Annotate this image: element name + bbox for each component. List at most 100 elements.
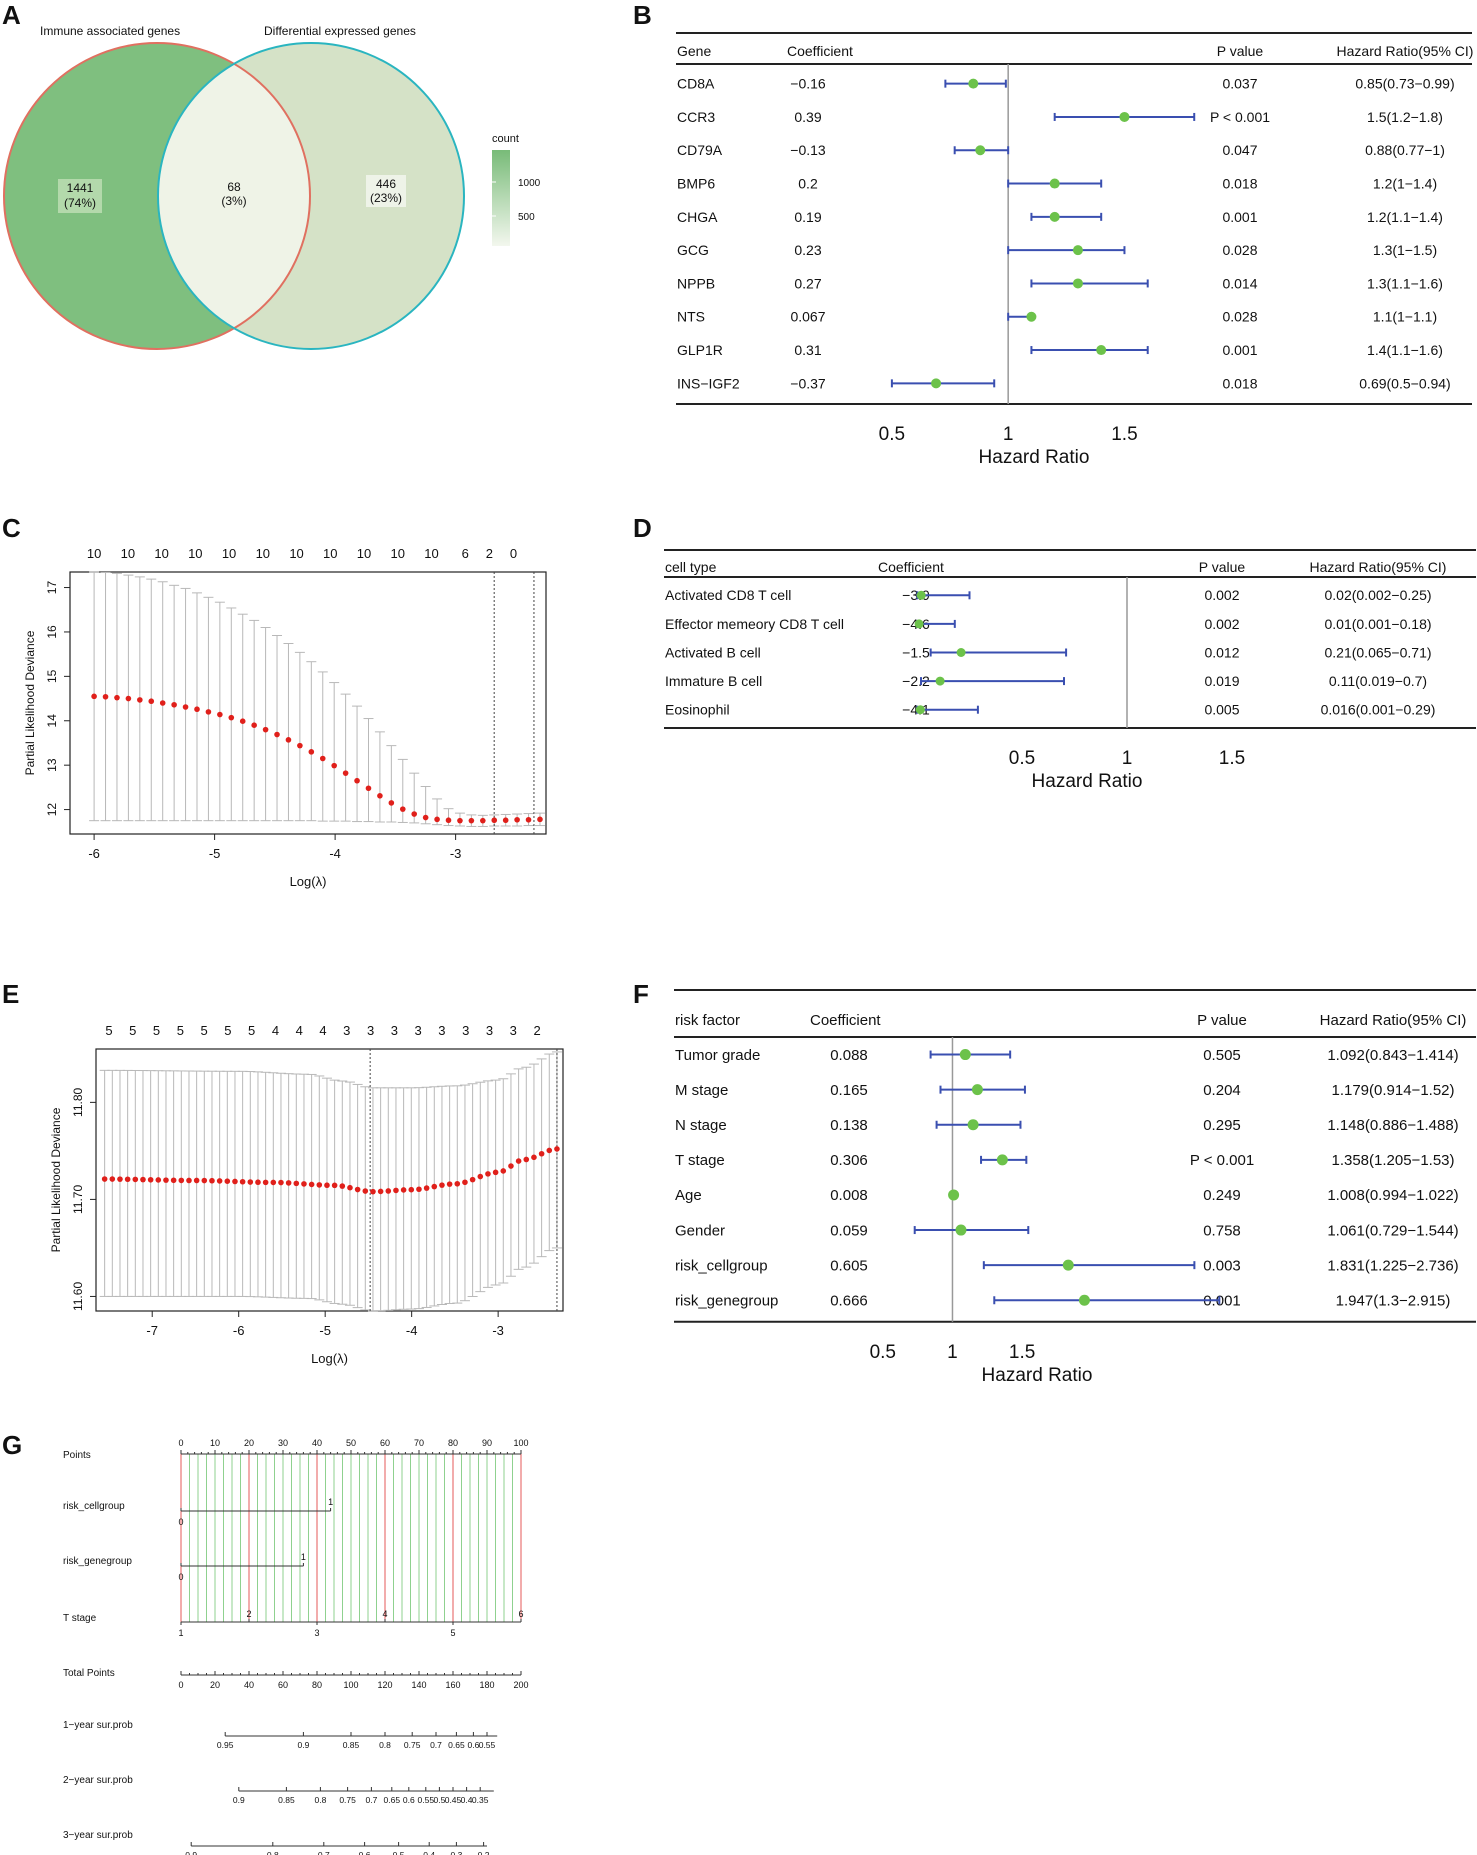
mean-deviance-point <box>132 1176 139 1183</box>
forest-row-pvalue: 0.047 <box>1222 142 1257 158</box>
mean-deviance-point <box>377 1188 384 1195</box>
mean-deviance-point <box>274 731 280 738</box>
y-axis-title: Partial Likelihood Deviance <box>23 630 37 775</box>
nomogram-survival-tick-label: 0.8 <box>314 1795 326 1805</box>
mean-deviance-point <box>411 811 418 817</box>
nonzero-count-label: 4 <box>272 1023 279 1038</box>
forest-row-name: CD79A <box>677 142 723 158</box>
nonzero-count-label: 5 <box>224 1023 231 1038</box>
mean-deviance-point <box>224 1178 231 1184</box>
forest-row-hazard-ratio: 1.092(0.843−1.414) <box>1327 1047 1458 1064</box>
forest-plot-genes: Gene Coefficient P value Hazard Ratio(95% C… <box>676 32 1473 468</box>
venn-count-box-left <box>58 179 102 213</box>
forest-row-name: BMP6 <box>677 175 715 191</box>
mean-deviance-point <box>422 814 429 821</box>
nomogram-variable-label: risk_cellgroup <box>63 1501 125 1512</box>
mean-deviance-point <box>515 1158 522 1164</box>
venn-circle-differential-outline <box>157 42 465 350</box>
venn-count-box-right <box>366 175 406 207</box>
forest-point <box>1078 1294 1090 1306</box>
forest-row-name: NTS <box>677 309 705 325</box>
forest-x-tick-label: 1.5 <box>1111 424 1137 445</box>
mean-deviance-point <box>147 1176 154 1183</box>
mean-deviance-point <box>102 693 109 700</box>
forest-point <box>996 1154 1008 1166</box>
y-tick-label: 11.70 <box>71 1185 85 1214</box>
forest-x-tick-label: 1 <box>1122 748 1133 769</box>
nomogram-survival-tick-label: 0.2 <box>478 1850 490 1855</box>
forest-plot-risk-factors: risk factor Coefficient P value Hazard Rati… <box>674 989 1476 1386</box>
forest-row-hazard-ratio: 1.947(1.3−2.915) <box>1336 1293 1451 1310</box>
mean-deviance-point <box>182 704 189 710</box>
nomogram-survival-tick-label: 0.75 <box>339 1795 356 1805</box>
nomogram-tstage-label-above: 4 <box>382 1609 387 1619</box>
mean-deviance-point <box>270 1179 277 1186</box>
forest-point <box>1119 111 1130 122</box>
nomogram-survival-tick-label: 0.7 <box>365 1795 377 1805</box>
nonzero-count-label: 10 <box>121 546 135 561</box>
forest-row-coefficient: 0.138 <box>830 1117 868 1134</box>
panel-label-e: E <box>2 979 19 1009</box>
forest-row-pvalue: 0.758 <box>1203 1222 1241 1239</box>
nonzero-count-label: 3 <box>415 1023 422 1038</box>
forest-row-name: M stage <box>675 1082 728 1099</box>
nomogram-total-points-tick-label: 160 <box>445 1680 460 1690</box>
nomogram-survival-tick-label: 0.3 <box>450 1850 462 1855</box>
forest-row-pvalue: 0.014 <box>1222 275 1257 291</box>
nonzero-count-label: 3 <box>367 1023 374 1038</box>
mean-deviance-point <box>485 1171 491 1177</box>
mean-deviance-point <box>514 816 520 823</box>
nomogram-points-tick-label: 10 <box>210 1438 220 1448</box>
nomogram-points-tick-label: 70 <box>414 1438 424 1448</box>
mean-deviance-point <box>319 755 326 762</box>
forest-row-coefficient: 0.666 <box>830 1293 868 1310</box>
mean-deviance-point <box>508 1163 514 1169</box>
forest-x-tick-label: 1 <box>947 1342 958 1363</box>
nonzero-count-label: 10 <box>424 546 438 561</box>
panel-label-c: C <box>2 513 21 543</box>
forest-row-pvalue: 0.003 <box>1203 1257 1241 1274</box>
mean-deviance-point <box>423 1185 430 1191</box>
forest-row-hazard-ratio: 0.11(0.019−0.7) <box>1329 673 1427 689</box>
forest-row-pvalue: 0.204 <box>1203 1082 1241 1099</box>
forest-x-axis-title: Hazard Ratio <box>979 447 1090 468</box>
panel-label-b: B <box>633 0 652 30</box>
x-tick-label: -4 <box>406 1323 418 1338</box>
nomogram-survival-tick-label: 0.9 <box>185 1850 197 1855</box>
mean-deviance-point <box>446 1181 453 1187</box>
mean-deviance-point <box>462 1179 468 1186</box>
nomogram-tstage-label: T stage <box>63 1613 97 1624</box>
mean-deviance-point <box>377 793 383 799</box>
venn-legend-colorbar <box>492 150 510 246</box>
mean-deviance-point <box>537 816 543 823</box>
mean-deviance-point <box>354 777 360 784</box>
forest-point <box>948 1189 960 1201</box>
mean-deviance-point <box>393 1187 399 1194</box>
mean-deviance-point <box>439 1182 445 1188</box>
mean-deviance-point <box>491 817 498 824</box>
nonzero-count-label: 5 <box>129 1023 136 1038</box>
forest-row-pvalue: 0.012 <box>1204 644 1239 660</box>
forest-row-pvalue: 0.018 <box>1222 175 1257 191</box>
x-tick-label: -5 <box>209 846 221 861</box>
nonzero-count-label: 3 <box>462 1023 469 1038</box>
x-tick-label: -7 <box>146 1323 158 1338</box>
forest-row-coefficient: 0.27 <box>794 275 821 291</box>
forest-row-pvalue: 0.028 <box>1222 309 1257 325</box>
mean-deviance-point <box>416 1186 422 1193</box>
y-axis-title: Partial Likelihood Deviance <box>49 1107 63 1252</box>
nonzero-count-label: 4 <box>296 1023 303 1038</box>
mean-deviance-point <box>109 1176 116 1182</box>
forest-row-coefficient: −2.2 <box>902 673 930 689</box>
nonzero-count-label: 3 <box>391 1023 398 1038</box>
forest-row-hazard-ratio: 1.358(1.205−1.53) <box>1331 1152 1454 1169</box>
forest-row-coefficient: 0.605 <box>830 1257 868 1274</box>
forest-row-coefficient: −1.5 <box>902 644 930 660</box>
forest-x-tick-label: 1.5 <box>1009 1342 1035 1363</box>
x-tick-label: -4 <box>329 846 341 861</box>
mean-deviance-point <box>492 1169 499 1176</box>
venn-set-label-immune: Immune associated genes <box>40 24 180 38</box>
forest-header-name: cell type <box>665 559 717 575</box>
nomogram-survival-tick-label: 0.55 <box>479 1740 496 1750</box>
